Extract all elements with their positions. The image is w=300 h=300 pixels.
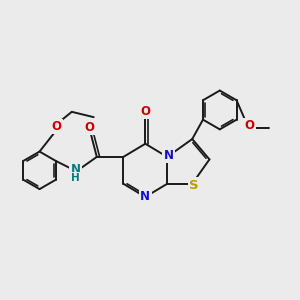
Text: N: N	[71, 163, 81, 176]
Text: O: O	[85, 121, 94, 134]
Text: N: N	[164, 149, 174, 162]
Text: S: S	[189, 179, 199, 192]
Text: O: O	[140, 105, 150, 118]
Text: O: O	[52, 120, 62, 133]
Text: H: H	[71, 173, 80, 183]
Text: O: O	[244, 119, 254, 132]
Text: N: N	[140, 190, 150, 203]
